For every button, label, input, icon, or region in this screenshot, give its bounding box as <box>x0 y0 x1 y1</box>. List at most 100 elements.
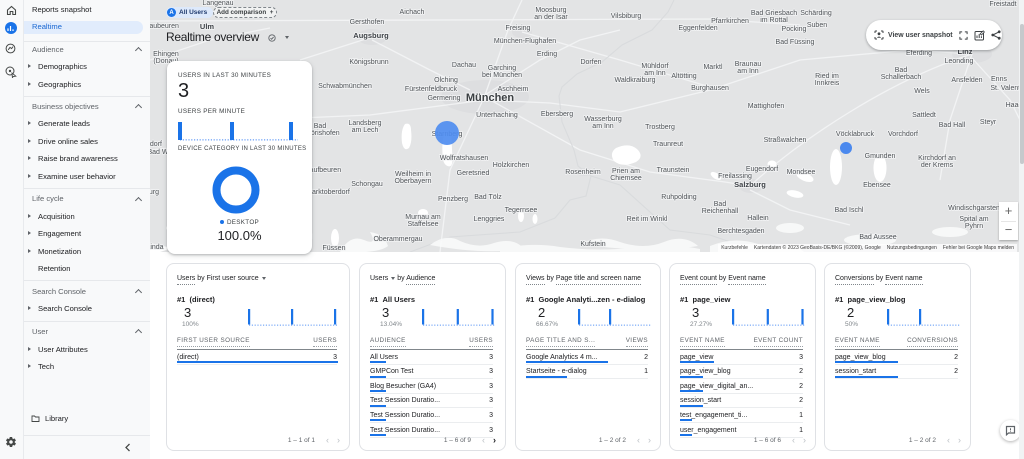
svg-text:Lenggries: Lenggries <box>474 216 505 223</box>
svg-text:Straßwalchen: Straßwalchen <box>764 137 807 144</box>
svg-text:Füssen: Füssen <box>323 245 346 252</box>
svg-text:bei München: bei München <box>482 72 522 79</box>
svg-text:Ulm: Ulm <box>200 22 215 31</box>
svg-text:Aschheim: Aschheim <box>498 86 529 93</box>
svg-text:Freilassing: Freilassing <box>718 173 752 180</box>
svg-text:Dachau: Dachau <box>452 62 476 69</box>
svg-text:Burghausen: Burghausen <box>691 85 729 92</box>
svg-text:Gersthofen: Gersthofen <box>350 19 385 26</box>
svg-text:Oberammergau: Oberammergau <box>373 236 422 243</box>
svg-text:burg: burg <box>150 189 159 196</box>
svg-text:Garching: Garching <box>488 65 517 72</box>
svg-text:Staffelsee: Staffelsee <box>407 221 438 228</box>
svg-text:Bad Aussee: Bad Aussee <box>859 234 896 241</box>
svg-text:Linda: Linda <box>150 244 164 251</box>
svg-text:Ebensee: Ebensee <box>863 182 891 189</box>
svg-text:Aichach: Aichach <box>400 9 425 16</box>
svg-text:Dorfen: Dorfen <box>580 59 601 66</box>
svg-text:Ansfelden: Ansfelden <box>951 77 982 84</box>
svg-text:Leonding: Leonding <box>945 58 974 65</box>
svg-text:Chiemsee: Chiemsee <box>610 175 642 182</box>
svg-text:Schongau: Schongau <box>351 181 383 188</box>
svg-text:Tegernsee: Tegernsee <box>505 207 538 214</box>
svg-text:an der Isar: an der Isar <box>534 14 568 21</box>
svg-text:Wels: Wels <box>914 88 930 95</box>
svg-text:Gmunden: Gmunden <box>865 153 896 160</box>
svg-text:Suben: Suben <box>807 22 827 29</box>
svg-text:Bad: Bad <box>714 201 727 208</box>
svg-text:am Lech: am Lech <box>352 127 379 134</box>
svg-text:Mondsee: Mondsee <box>787 169 816 176</box>
svg-text:Steyr: Steyr <box>980 119 997 126</box>
svg-text:Bad Tölz: Bad Tölz <box>474 194 502 201</box>
svg-text:Penzberg: Penzberg <box>438 196 468 203</box>
svg-text:am Inn: am Inn <box>592 123 614 130</box>
svg-text:Traunstein: Traunstein <box>657 167 690 174</box>
svg-text:Waldkraiburg: Waldkraiburg <box>615 77 656 84</box>
svg-text:Mühldorf: Mühldorf <box>641 63 668 70</box>
svg-text:Marktoberdorf: Marktoberdorf <box>306 189 350 196</box>
svg-text:Olching: Olching <box>434 77 458 84</box>
svg-text:Schärding: Schärding <box>800 10 832 17</box>
svg-text:Weilheim in: Weilheim in <box>395 171 431 178</box>
svg-text:Bad: Bad <box>314 123 327 130</box>
svg-text:am Inn: am Inn <box>737 68 759 75</box>
svg-text:am Inn: am Inn <box>644 70 666 77</box>
svg-text:Bad: Bad <box>895 67 908 74</box>
svg-text:Wörishofen: Wörishofen <box>304 130 340 137</box>
svg-text:Blaubeuren: Blaubeuren <box>150 23 179 30</box>
svg-text:Prien am: Prien am <box>612 168 640 175</box>
svg-text:Mattighofen: Mattighofen <box>748 103 785 110</box>
svg-text:Bad Füssing: Bad Füssing <box>776 39 815 46</box>
svg-text:Fürstenfeldbruck: Fürstenfeldbruck <box>405 86 458 93</box>
svg-text:München-Flughafen: München-Flughafen <box>494 38 556 45</box>
svg-text:Bad Ischl: Bad Ischl <box>835 207 864 214</box>
svg-text:Moosburg: Moosburg <box>535 7 566 14</box>
svg-text:Bad Griesbach: Bad Griesbach <box>751 10 797 17</box>
svg-text:Traunreut: Traunreut <box>653 141 683 148</box>
svg-text:Reichenhall: Reichenhall <box>702 208 739 215</box>
svg-text:(Donau): (Donau) <box>153 58 178 65</box>
svg-text:Königsbrunn: Königsbrunn <box>349 59 388 66</box>
svg-text:München: München <box>466 92 515 104</box>
svg-text:Hallein: Hallein <box>747 215 769 222</box>
svg-text:Geretsried: Geretsried <box>457 170 490 177</box>
svg-text:Schwabmünchen: Schwabmünchen <box>318 83 372 90</box>
svg-text:Schallerbach: Schallerbach <box>881 74 922 81</box>
svg-text:Kaufbeuren: Kaufbeuren <box>305 167 341 174</box>
svg-text:Eferding: Eferding <box>906 50 932 57</box>
svg-text:Eggenfelden: Eggenfelden <box>678 25 717 32</box>
svg-text:Pocking: Pocking <box>782 26 807 33</box>
svg-text:Vöcklabruck: Vöcklabruck <box>836 131 875 138</box>
svg-text:Kufstein: Kufstein <box>580 241 605 248</box>
svg-text:Enns: Enns <box>991 76 1007 83</box>
svg-text:Holzkirchen: Holzkirchen <box>493 162 530 169</box>
svg-text:Sattledt: Sattledt <box>912 112 936 119</box>
svg-text:Langenau: Langenau <box>202 0 233 7</box>
svg-text:Wolfratshausen: Wolfratshausen <box>440 155 489 162</box>
svg-text:Innkreis: Innkreis <box>815 80 840 87</box>
svg-text:Germering: Germering <box>427 95 460 102</box>
svg-text:Bad Hall: Bad Hall <box>939 122 966 129</box>
svg-text:St. Valentin: St. Valentin <box>990 85 1024 92</box>
svg-text:der Krems: der Krems <box>921 162 954 169</box>
svg-text:Linz: Linz <box>958 47 973 56</box>
svg-text:Ruhpolding: Ruhpolding <box>661 194 697 201</box>
svg-text:Haag: Haag <box>1006 102 1023 109</box>
svg-text:Landsberg: Landsberg <box>348 120 381 127</box>
svg-text:Ehingen: Ehingen <box>153 51 179 58</box>
svg-text:Marktl: Marktl <box>703 64 723 71</box>
svg-text:Rosenheim: Rosenheim <box>565 169 601 176</box>
svg-text:Altötting: Altötting <box>671 73 696 80</box>
svg-text:Trostberg: Trostberg <box>645 124 675 131</box>
svg-text:Unterhaching: Unterhaching <box>476 112 518 119</box>
svg-text:Erding: Erding <box>537 51 557 58</box>
svg-text:Ried im: Ried im <box>815 73 839 80</box>
svg-text:Reit im Winkl: Reit im Winkl <box>627 216 668 223</box>
svg-text:Vilsbiburg: Vilsbiburg <box>611 13 642 20</box>
svg-text:Vorchdorf: Vorchdorf <box>888 131 918 138</box>
svg-text:Braunau: Braunau <box>735 61 762 68</box>
svg-text:Windischgarsten: Windischgarsten <box>948 205 1000 212</box>
svg-text:Pyhrn: Pyhrn <box>965 223 983 230</box>
svg-text:Eugendorf: Eugendorf <box>746 166 778 173</box>
